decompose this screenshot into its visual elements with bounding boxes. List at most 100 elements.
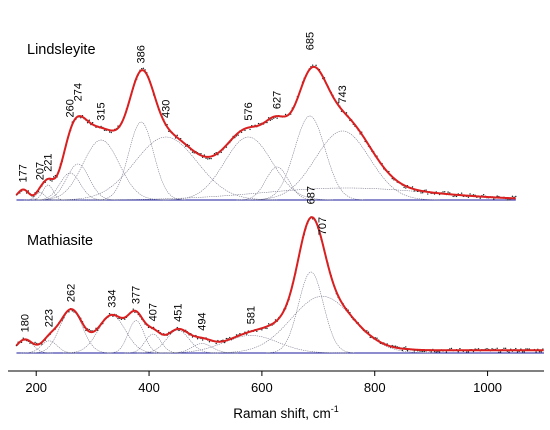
data-point — [110, 131, 112, 134]
data-point — [210, 157, 212, 160]
peak-label: 581 — [246, 306, 258, 324]
data-point — [51, 180, 53, 182]
data-point — [503, 347, 505, 350]
data-point — [482, 193, 485, 196]
fit-component — [210, 296, 434, 354]
data-point — [142, 67, 145, 69]
data-point — [266, 121, 268, 124]
data-point — [176, 134, 178, 137]
data-point — [315, 64, 317, 67]
x-axis-title-text: Raman shift, cm — [233, 406, 331, 421]
data-point — [457, 351, 459, 353]
data-point — [225, 337, 228, 340]
data-point — [134, 311, 136, 314]
data-point — [208, 157, 211, 160]
fit-component — [163, 136, 334, 201]
peak-label: 262 — [66, 284, 78, 302]
data-point — [421, 350, 424, 353]
data-point — [108, 312, 111, 315]
peak-label: 221 — [43, 153, 55, 171]
peak-label: 180 — [19, 314, 31, 332]
data-point — [191, 151, 194, 153]
data-point — [535, 351, 537, 353]
data-point — [201, 339, 204, 341]
peak-label: 627 — [272, 91, 284, 109]
data-point — [120, 318, 123, 321]
data-point — [496, 347, 498, 350]
x-tick-label: 400 — [138, 380, 160, 395]
data-point — [229, 336, 231, 339]
data-point — [516, 351, 519, 353]
data-point — [508, 351, 510, 353]
data-point — [499, 351, 502, 353]
data-point — [425, 189, 427, 191]
data-point — [80, 117, 82, 119]
data-point — [449, 348, 451, 350]
fit-component — [96, 121, 186, 201]
data-point — [413, 190, 415, 192]
data-point — [430, 351, 432, 353]
data-point — [447, 191, 449, 193]
data-point — [511, 195, 514, 198]
fit-component — [137, 329, 219, 354]
data-point — [141, 67, 143, 70]
data-point — [176, 326, 178, 329]
data-point — [406, 349, 409, 352]
data-point — [413, 350, 415, 352]
data-point — [467, 196, 470, 198]
x-tick-label: 800 — [364, 380, 386, 395]
data-point — [271, 118, 273, 121]
data-point — [178, 329, 180, 332]
fit-component — [16, 339, 53, 354]
data-point — [442, 191, 444, 193]
data-point — [504, 347, 507, 350]
x-ticks: 200 400 600 800 1000 — [25, 371, 502, 395]
data-point — [376, 337, 378, 339]
peak-label: 386 — [136, 45, 148, 63]
data-point — [496, 195, 498, 197]
x-axis-title: Raman shift, cm-1 — [233, 404, 339, 421]
data-point — [108, 131, 111, 133]
data-point — [267, 323, 270, 325]
fit-component — [165, 343, 239, 354]
data-point — [369, 336, 371, 339]
data-point — [266, 327, 268, 330]
data-point — [22, 337, 24, 339]
data-point — [261, 329, 263, 331]
data-point — [525, 348, 527, 350]
data-point — [455, 195, 458, 198]
data-point — [237, 134, 239, 136]
data-point — [491, 348, 493, 350]
data-point — [208, 341, 211, 343]
data-point — [401, 349, 404, 352]
peak-label: 274 — [73, 83, 85, 101]
data-point — [311, 64, 314, 66]
peak-label: 177 — [18, 164, 30, 182]
data-point — [466, 351, 468, 353]
x-tick-label: 200 — [25, 380, 47, 395]
fitted-spectrum-line — [15, 216, 544, 352]
data-point — [29, 342, 31, 344]
data-point — [444, 191, 446, 193]
data-point — [411, 186, 414, 188]
peak-label: 377 — [131, 286, 143, 304]
peak-label: 334 — [106, 289, 118, 307]
peak-label: 743 — [337, 85, 349, 103]
data-point — [467, 351, 470, 353]
peak-label: 687 — [306, 186, 318, 204]
measured-data-points — [15, 216, 544, 353]
data-point — [405, 187, 407, 189]
fit-component — [33, 172, 107, 201]
peak-label: 685 — [304, 32, 316, 50]
data-point — [438, 351, 441, 353]
data-point — [207, 158, 209, 160]
peak-label: 207 — [35, 162, 47, 180]
fit-component — [153, 335, 349, 354]
data-point — [53, 176, 55, 178]
peak-label: 707 — [317, 217, 329, 235]
data-point — [215, 342, 217, 345]
panel-label: Mathiasite — [27, 233, 93, 249]
panel-mathiasite: Mathiasite 180 223 262 334 377 407 451 494 581 687… — [15, 186, 544, 354]
